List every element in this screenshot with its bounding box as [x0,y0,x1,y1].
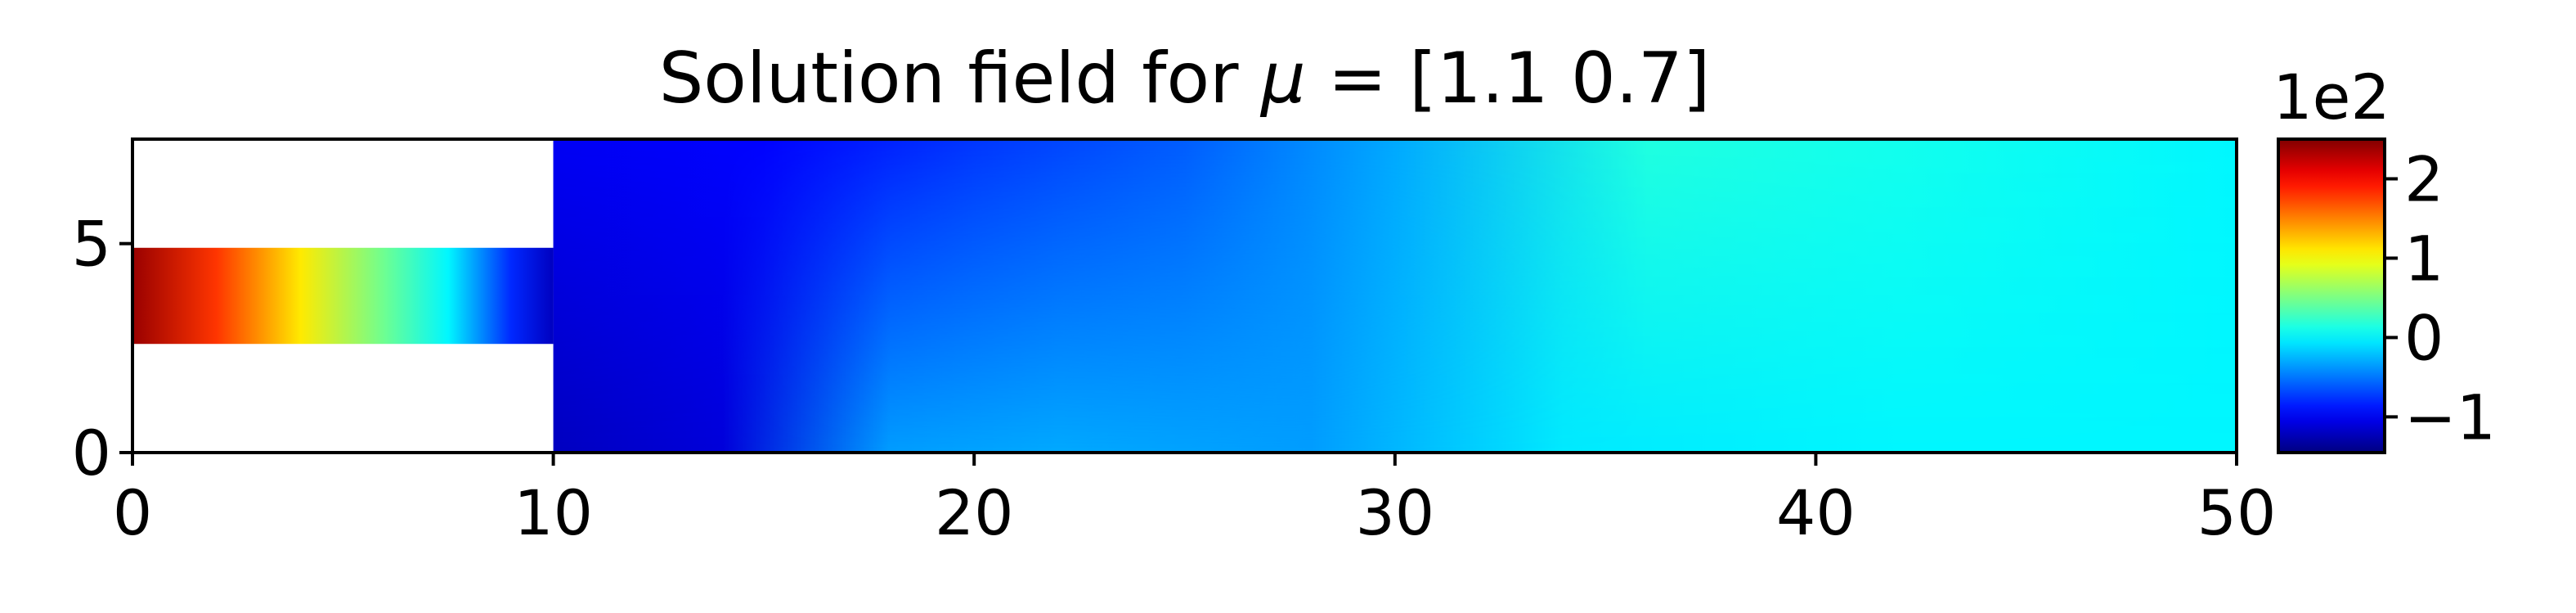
y-tick-label: 0 [72,417,111,489]
y-axis: 05 [72,208,132,489]
chart-title-suffix: = [1.1 0.7] [1306,38,1711,119]
colorbar-gradient-bar [2278,139,2385,453]
x-tick-label: 20 [935,476,1014,549]
chart-title-symbol: μ [1259,38,1306,119]
colorbar-tick-label: 1 [2404,222,2444,295]
main-channel-field-top [553,139,2237,453]
chart-title-prefix: Solution field for [659,38,1261,119]
colorbar-frame [2277,137,2386,454]
y-tick-label: 5 [72,208,111,281]
plot-area [131,137,2238,454]
x-tick-label: 0 [113,476,152,549]
colorbar-tick-label: 0 [2404,301,2444,374]
plot-frame [131,137,2238,454]
x-tick-label: 50 [2197,476,2277,549]
inlet-channel-field [132,247,554,345]
x-tick-label: 40 [1776,476,1856,549]
colorbar-tick-label: 2 [2404,142,2444,215]
chart-title: Solution field for μ = [1.1 0.7] [659,38,1711,119]
colorbar-multiplier-label: 1e2 [2273,61,2390,133]
x-tick-label: 30 [1355,476,1434,549]
colorbar-tick-label: −1 [2404,381,2496,453]
x-tick-label: 10 [514,476,593,549]
x-axis: 0 10 20 30 40 50 [113,453,2277,549]
